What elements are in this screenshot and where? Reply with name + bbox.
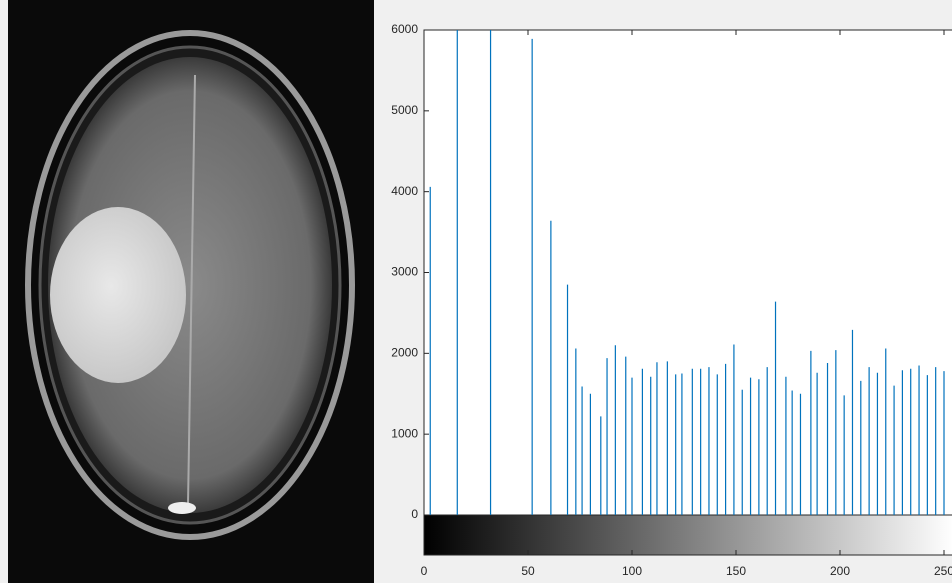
y-tick-label: 4000 xyxy=(391,184,418,198)
x-tick-label: 200 xyxy=(830,564,850,578)
y-tick-label: 5000 xyxy=(391,103,418,117)
y-tick-label: 1000 xyxy=(391,426,418,440)
x-tick-label: 100 xyxy=(622,564,642,578)
plot-area xyxy=(424,30,952,515)
colorbar xyxy=(424,515,952,555)
mri-image xyxy=(8,0,374,583)
y-tick-label: 2000 xyxy=(391,346,418,360)
y-tick-label: 0 xyxy=(411,507,418,521)
x-tick-label: 0 xyxy=(421,564,428,578)
y-tick-label: 3000 xyxy=(391,265,418,279)
screen: 0 1000 2000 3000 4000 5000 6000 0 50 100 150 200 250 xyxy=(0,0,952,583)
x-tick-label: 150 xyxy=(726,564,746,578)
y-tick-label: 6000 xyxy=(391,22,418,36)
x-tick-label: 50 xyxy=(521,564,535,578)
x-tick-label: 250 xyxy=(934,564,952,578)
